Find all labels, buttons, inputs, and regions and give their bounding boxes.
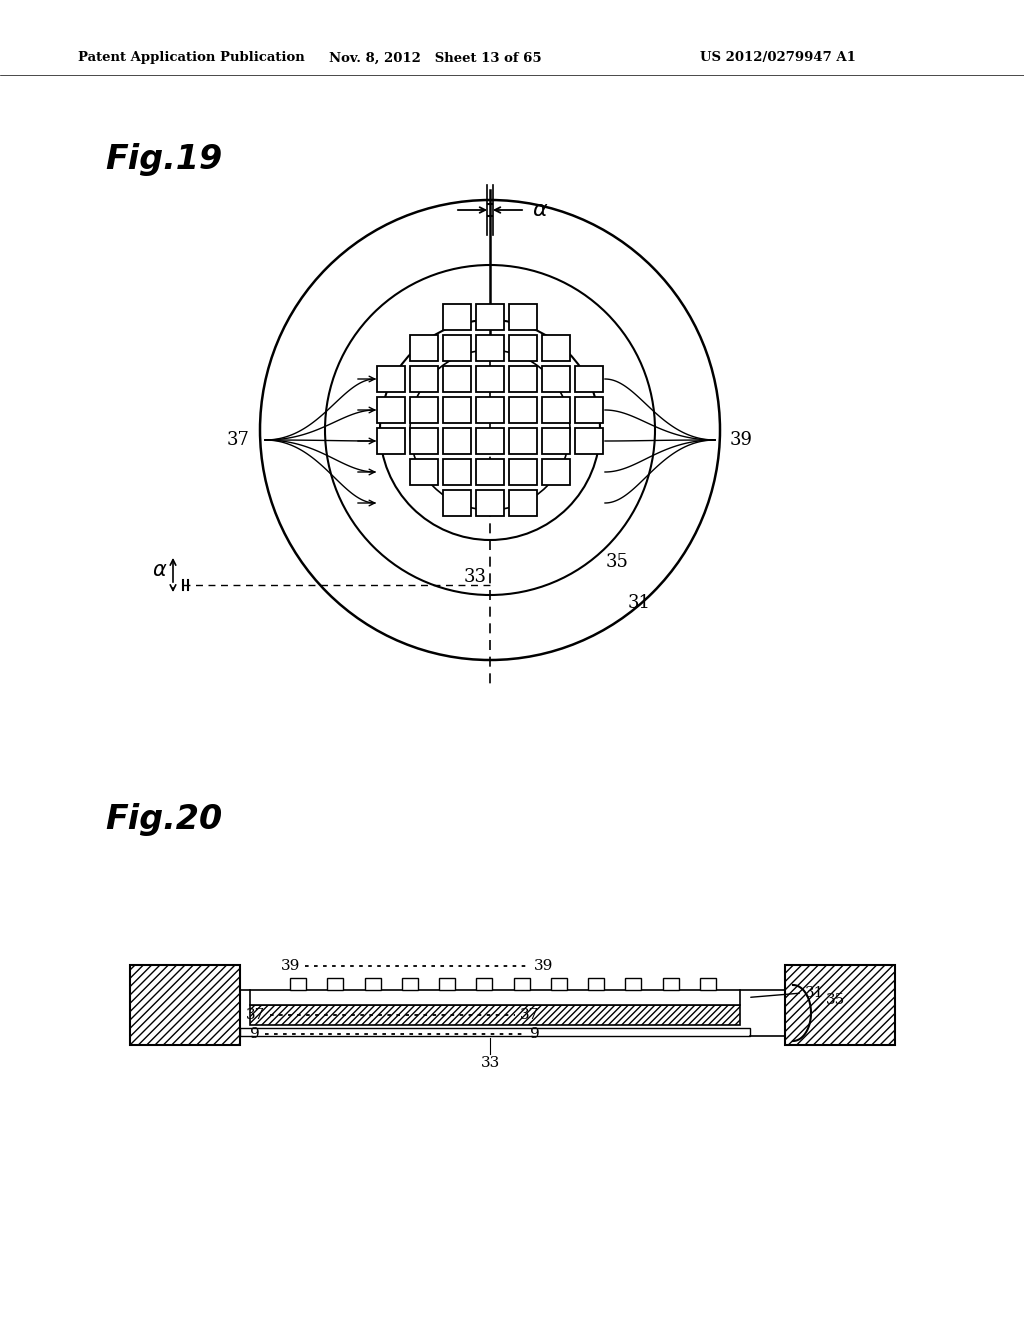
Bar bbox=[443, 335, 471, 360]
Bar bbox=[377, 397, 406, 422]
Bar bbox=[700, 978, 716, 990]
Text: $\alpha$: $\alpha$ bbox=[532, 201, 549, 220]
Bar bbox=[542, 459, 570, 484]
Bar bbox=[401, 978, 418, 990]
Bar bbox=[365, 978, 381, 990]
Bar bbox=[626, 978, 641, 990]
Bar bbox=[509, 459, 537, 484]
Text: 9: 9 bbox=[250, 1027, 260, 1041]
Text: Patent Application Publication: Patent Application Publication bbox=[78, 51, 305, 65]
Bar bbox=[551, 978, 567, 990]
Bar bbox=[509, 335, 537, 360]
Bar bbox=[410, 397, 438, 422]
Bar bbox=[377, 428, 406, 454]
Bar bbox=[443, 490, 471, 516]
Bar bbox=[509, 490, 537, 516]
Bar bbox=[542, 428, 570, 454]
Bar bbox=[785, 965, 895, 1045]
Bar bbox=[542, 397, 570, 422]
Bar bbox=[509, 428, 537, 454]
Text: 33: 33 bbox=[464, 568, 486, 586]
Text: 37: 37 bbox=[520, 1008, 540, 1022]
Bar bbox=[542, 335, 570, 360]
Bar bbox=[290, 978, 306, 990]
Text: 33: 33 bbox=[480, 1056, 500, 1071]
Bar bbox=[476, 978, 493, 990]
Bar bbox=[476, 304, 504, 330]
Text: 39: 39 bbox=[730, 432, 753, 449]
Bar bbox=[476, 366, 504, 392]
Text: 35: 35 bbox=[826, 993, 845, 1007]
Bar bbox=[240, 1028, 750, 1036]
Bar bbox=[377, 366, 406, 392]
Bar bbox=[476, 335, 504, 360]
Text: 31: 31 bbox=[805, 986, 824, 1001]
Bar bbox=[410, 459, 438, 484]
Bar bbox=[663, 978, 679, 990]
Bar bbox=[328, 978, 343, 990]
Text: 39: 39 bbox=[534, 960, 553, 973]
Text: Fig.19: Fig.19 bbox=[105, 144, 222, 177]
Bar bbox=[588, 978, 604, 990]
Text: 31: 31 bbox=[628, 594, 651, 611]
Bar bbox=[509, 397, 537, 422]
Bar bbox=[575, 366, 603, 392]
Bar bbox=[476, 428, 504, 454]
Text: Fig.20: Fig.20 bbox=[105, 804, 222, 837]
Bar bbox=[575, 397, 603, 422]
Bar bbox=[476, 397, 504, 422]
Text: 9: 9 bbox=[530, 1027, 540, 1041]
Bar bbox=[542, 366, 570, 392]
Text: $\alpha$: $\alpha$ bbox=[153, 560, 168, 579]
Text: 37: 37 bbox=[227, 432, 250, 449]
Text: Nov. 8, 2012   Sheet 13 of 65: Nov. 8, 2012 Sheet 13 of 65 bbox=[329, 51, 542, 65]
Bar bbox=[443, 397, 471, 422]
Bar bbox=[250, 990, 740, 1005]
Bar bbox=[476, 459, 504, 484]
Bar bbox=[443, 459, 471, 484]
Bar bbox=[514, 978, 529, 990]
Bar bbox=[509, 304, 537, 330]
Bar bbox=[443, 304, 471, 330]
Text: US 2012/0279947 A1: US 2012/0279947 A1 bbox=[700, 51, 856, 65]
Bar bbox=[509, 366, 537, 392]
Bar bbox=[575, 428, 603, 454]
Text: 35: 35 bbox=[605, 553, 629, 572]
Bar bbox=[410, 428, 438, 454]
Bar bbox=[443, 366, 471, 392]
Bar bbox=[443, 428, 471, 454]
Bar bbox=[439, 978, 455, 990]
Bar bbox=[250, 1005, 740, 1026]
Bar bbox=[410, 366, 438, 392]
Bar bbox=[476, 490, 504, 516]
Text: 37: 37 bbox=[246, 1008, 265, 1022]
Text: 39: 39 bbox=[281, 960, 300, 973]
Bar bbox=[410, 335, 438, 360]
Bar bbox=[130, 965, 240, 1045]
